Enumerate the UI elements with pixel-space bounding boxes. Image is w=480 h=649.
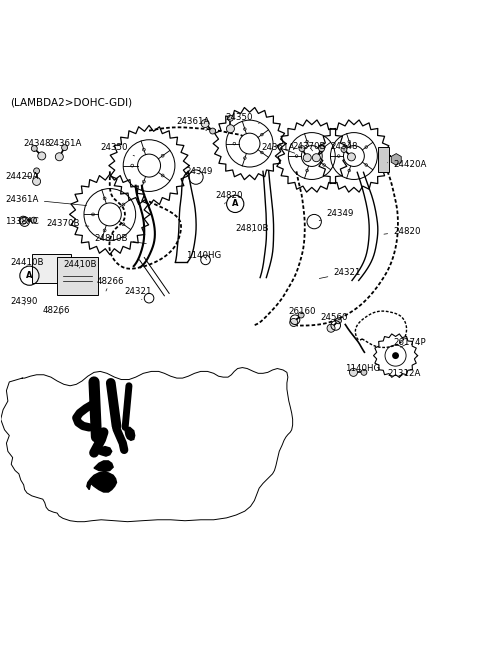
Circle shape xyxy=(210,128,216,134)
Text: 1140HG: 1140HG xyxy=(186,251,222,260)
Circle shape xyxy=(341,147,347,153)
Circle shape xyxy=(227,125,234,133)
Text: 24420A: 24420A xyxy=(5,171,39,180)
Circle shape xyxy=(290,319,298,326)
Text: 24810B: 24810B xyxy=(235,225,269,233)
Text: 24361A: 24361A xyxy=(262,143,295,153)
Circle shape xyxy=(34,168,39,174)
Circle shape xyxy=(61,145,68,151)
Polygon shape xyxy=(378,147,389,172)
Polygon shape xyxy=(87,472,117,492)
Text: 1338AC: 1338AC xyxy=(5,217,39,226)
Text: 24390: 24390 xyxy=(10,297,37,306)
Circle shape xyxy=(201,119,209,128)
Circle shape xyxy=(138,154,160,177)
Polygon shape xyxy=(125,428,135,440)
Text: 24361A: 24361A xyxy=(5,195,86,206)
Text: 24348: 24348 xyxy=(330,142,358,151)
Text: 24420A: 24420A xyxy=(387,160,427,169)
Circle shape xyxy=(336,318,341,324)
Polygon shape xyxy=(391,154,401,165)
Circle shape xyxy=(239,133,260,154)
Text: 24361A: 24361A xyxy=(177,117,210,130)
Text: 26174P: 26174P xyxy=(393,338,426,347)
Polygon shape xyxy=(94,461,113,471)
FancyBboxPatch shape xyxy=(32,254,71,283)
Text: 21312A: 21312A xyxy=(387,369,421,378)
Text: 48266: 48266 xyxy=(43,306,70,315)
FancyBboxPatch shape xyxy=(57,258,98,295)
Text: A: A xyxy=(26,271,33,280)
Circle shape xyxy=(327,324,335,332)
Text: 24361A: 24361A xyxy=(48,139,82,151)
Text: 24810B: 24810B xyxy=(94,234,146,243)
Text: 24349: 24349 xyxy=(185,167,212,176)
Circle shape xyxy=(31,217,36,223)
Text: 24820: 24820 xyxy=(215,191,242,204)
Circle shape xyxy=(33,177,41,186)
Text: 24348: 24348 xyxy=(24,139,51,151)
Polygon shape xyxy=(96,447,112,456)
Circle shape xyxy=(348,153,355,161)
Text: 24350: 24350 xyxy=(100,143,134,156)
Circle shape xyxy=(299,145,305,152)
Circle shape xyxy=(19,216,27,224)
Circle shape xyxy=(392,352,399,359)
Circle shape xyxy=(228,116,233,121)
Text: 24321: 24321 xyxy=(319,268,361,278)
Circle shape xyxy=(301,145,322,166)
Text: (LAMBDA2>DOHC-GDI): (LAMBDA2>DOHC-GDI) xyxy=(10,97,132,107)
Circle shape xyxy=(298,312,304,318)
Text: 24820: 24820 xyxy=(384,227,420,236)
Text: 24321: 24321 xyxy=(124,288,152,300)
Circle shape xyxy=(312,154,320,162)
Text: 24370B: 24370B xyxy=(46,219,89,228)
Circle shape xyxy=(319,145,324,152)
Text: 48266: 48266 xyxy=(96,277,124,291)
Circle shape xyxy=(344,145,364,166)
Text: 24560: 24560 xyxy=(321,313,348,322)
Text: 24410B: 24410B xyxy=(63,260,96,269)
Circle shape xyxy=(361,369,367,375)
Circle shape xyxy=(55,153,63,161)
Text: A: A xyxy=(232,199,239,208)
Text: 24370B: 24370B xyxy=(293,142,326,151)
Text: 26160: 26160 xyxy=(288,306,315,319)
Circle shape xyxy=(98,203,121,226)
Text: 1140HG: 1140HG xyxy=(345,364,381,373)
Text: 24349: 24349 xyxy=(319,209,354,221)
Circle shape xyxy=(349,369,358,376)
Text: 24410B: 24410B xyxy=(10,258,44,267)
Circle shape xyxy=(31,145,37,151)
Text: 24350: 24350 xyxy=(226,113,259,123)
Circle shape xyxy=(303,154,311,162)
Circle shape xyxy=(38,152,46,160)
